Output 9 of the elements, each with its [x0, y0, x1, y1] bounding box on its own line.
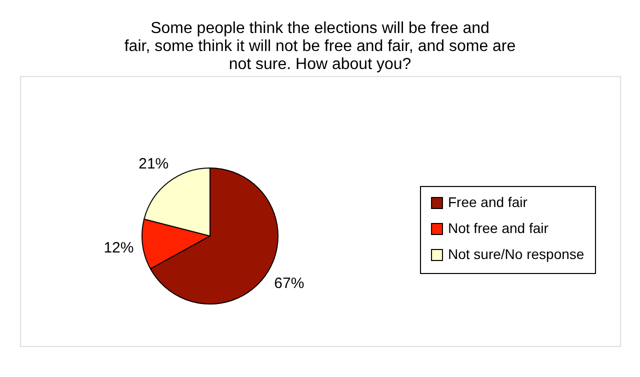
legend-label: Not sure/No response: [448, 246, 584, 262]
data-label: 21%: [138, 155, 169, 172]
legend-label: Free and fair: [448, 194, 528, 210]
data-label: 67%: [274, 274, 304, 292]
data-label: 12%: [104, 240, 134, 257]
text: not sure. How about you?: [228, 56, 412, 73]
legend-label: Not free and fair: [448, 220, 549, 236]
text: Some people think the elections will be free and: [150, 20, 490, 37]
text: fair, some think it will not be free and fair, and some are: [124, 38, 516, 55]
